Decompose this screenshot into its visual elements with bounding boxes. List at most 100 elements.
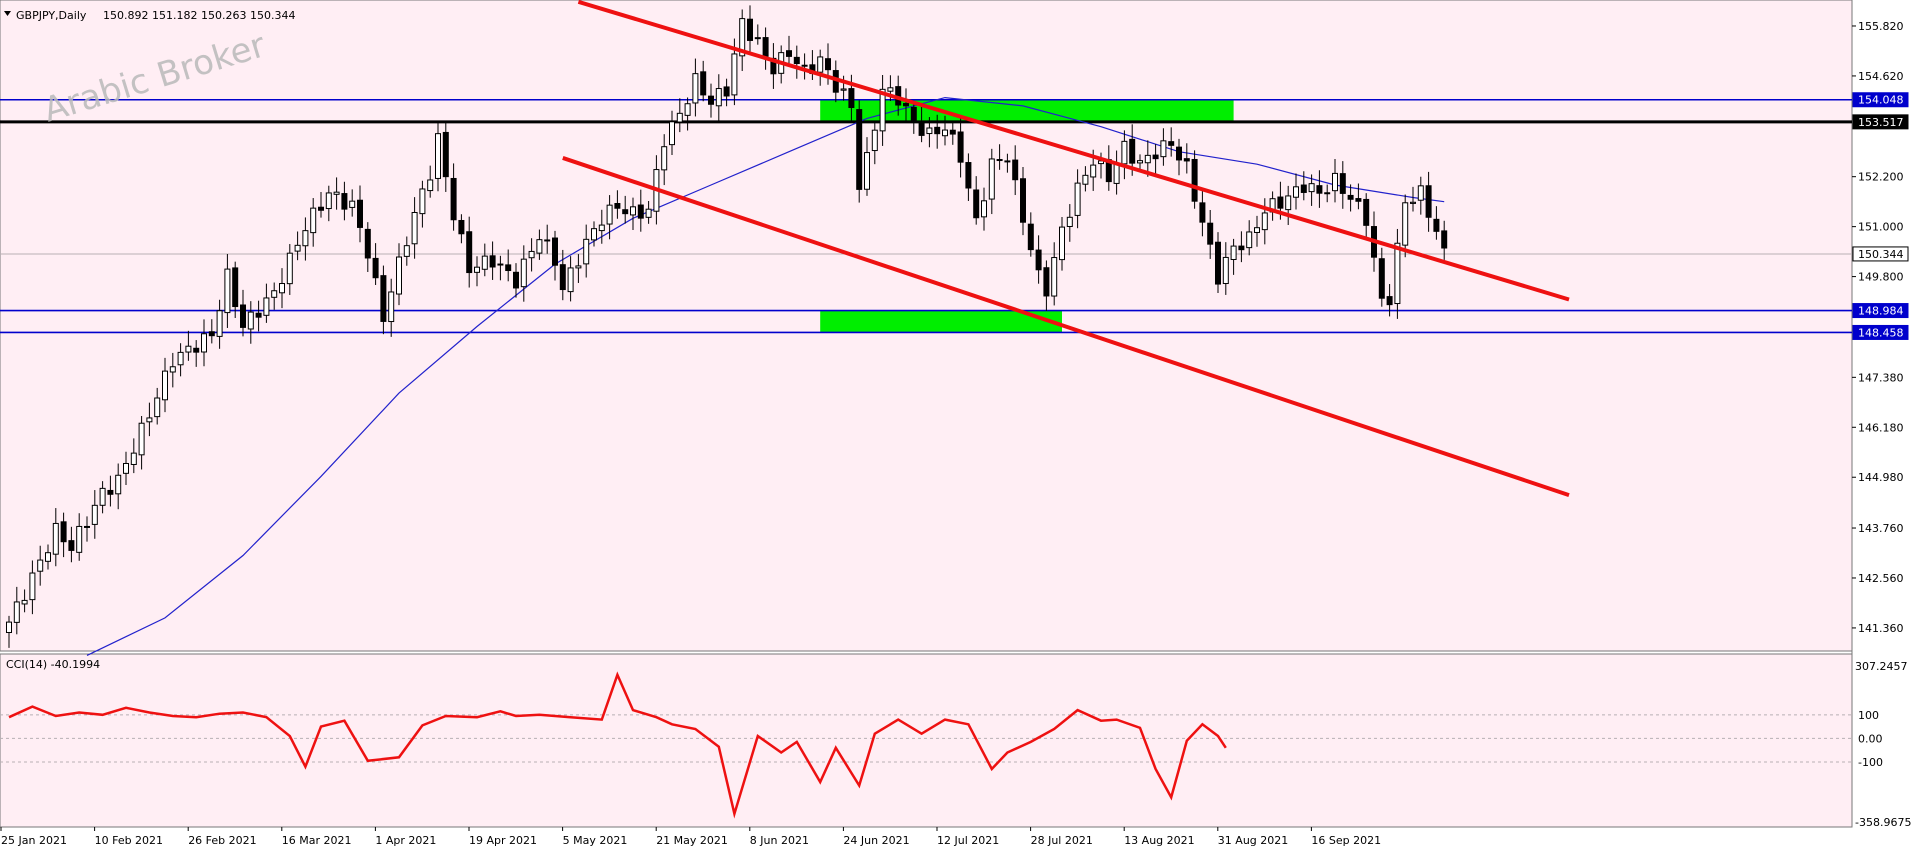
bearish-candle	[786, 50, 792, 57]
cci-level-label: 0.00	[1858, 732, 1883, 745]
bullish-candle	[1137, 160, 1143, 164]
bullish-candle	[185, 345, 192, 353]
bearish-candle	[1277, 196, 1284, 209]
bullish-candle	[1332, 172, 1338, 192]
bullish-candle	[84, 525, 90, 528]
bullish-candle	[279, 283, 285, 294]
bullish-candle	[575, 265, 582, 269]
bearish-candle	[372, 257, 379, 279]
bearish-candle	[513, 271, 519, 289]
bullish-candle	[1308, 183, 1315, 193]
bullish-candle	[403, 245, 410, 257]
bearish-candle	[1191, 158, 1198, 202]
bullish-candle	[419, 188, 426, 215]
bullish-candle	[1293, 186, 1299, 198]
bearish-candle	[380, 275, 387, 322]
bullish-candle	[497, 263, 504, 266]
bearish-candle	[1207, 222, 1214, 245]
bullish-candle	[99, 487, 106, 506]
bullish-candle	[1417, 185, 1424, 201]
bearish-candle	[357, 199, 363, 228]
bearish-candle	[559, 264, 566, 291]
bullish-candle	[887, 87, 894, 92]
bullish-candle	[715, 88, 722, 107]
bearish-candle	[825, 58, 831, 71]
bearish-candle	[723, 86, 730, 97]
bullish-candle	[481, 255, 488, 270]
collapse-triangle-icon[interactable]	[4, 11, 11, 16]
x-tick-label: 24 Jun 2021	[843, 834, 909, 847]
bearish-candle	[68, 540, 75, 551]
price-axis-panel	[1852, 0, 1917, 827]
bearish-candle	[708, 95, 714, 105]
bullish-candle	[216, 310, 223, 337]
bearish-candle	[1316, 185, 1323, 194]
bearish-candle	[903, 102, 909, 107]
bearish-candle	[856, 109, 863, 190]
cci-line	[8, 671, 1227, 819]
bullish-candle	[1324, 192, 1331, 195]
bearish-candle	[1012, 159, 1019, 181]
bullish-candle	[520, 258, 527, 288]
x-tick-label: 5 May 2021	[563, 834, 628, 847]
channel-upper-line[interactable]	[577, 0, 1570, 302]
x-tick-label: 13 Aug 2021	[1124, 834, 1194, 847]
channel-lower-line[interactable]	[562, 156, 1570, 498]
bullish-candle	[349, 200, 356, 208]
bullish-candle	[1222, 256, 1229, 285]
bullish-candle	[1066, 216, 1073, 227]
bullish-candle	[169, 366, 176, 373]
bearish-candle	[614, 203, 621, 209]
price-label-box	[1852, 114, 1909, 130]
cci-level-label: -100	[1858, 756, 1883, 769]
bullish-candle	[435, 133, 441, 179]
bearish-candle	[1199, 202, 1206, 223]
bearish-candle	[232, 267, 239, 308]
bearish-candle	[1035, 249, 1042, 271]
cci-label: CCI(14) -40.1994	[6, 658, 100, 671]
bullish-candle	[1160, 140, 1167, 158]
bearish-candle	[1027, 223, 1034, 251]
y-tick-label: 155.820	[1858, 20, 1904, 33]
bearish-candle	[801, 64, 808, 67]
bearish-candle	[1176, 146, 1182, 161]
y-tick-label: 154.620	[1858, 70, 1904, 83]
bearish-candle	[1043, 267, 1050, 297]
y-tick-label: 144.980	[1858, 471, 1904, 484]
bullish-candle	[427, 179, 434, 192]
bearish-candle	[965, 162, 972, 189]
bearish-candle	[1339, 173, 1346, 194]
bullish-candle	[1261, 212, 1268, 231]
price-label: 150.344	[1858, 248, 1904, 261]
bearish-candle	[1183, 158, 1190, 162]
y-tick-label: 151.000	[1858, 221, 1904, 234]
bearish-candle	[1238, 245, 1245, 251]
x-tick-label: 1 Apr 2021	[375, 834, 436, 847]
y-tick-label: 142.560	[1858, 572, 1904, 585]
bearish-candle	[1363, 198, 1370, 226]
bearish-candle	[442, 131, 449, 178]
bullish-candle	[146, 417, 153, 423]
bullish-candle	[201, 333, 207, 353]
support-resistance-zone	[820, 310, 1062, 333]
bullish-candle	[411, 212, 418, 245]
bullish-candle	[1394, 242, 1401, 305]
bullish-candle	[567, 267, 574, 293]
bullish-candle	[29, 572, 36, 601]
y-tick-label: 141.360	[1858, 622, 1904, 635]
bullish-candle	[6, 621, 12, 634]
bearish-candle	[973, 189, 980, 219]
x-tick-label: 8 Jun 2021	[750, 834, 809, 847]
bullish-candle	[692, 73, 699, 104]
bullish-candle	[123, 462, 129, 474]
cci-level-label: 100	[1858, 709, 1879, 722]
x-tick-label: 19 Apr 2021	[469, 834, 537, 847]
bearish-candle	[637, 204, 644, 219]
bearish-candle	[1300, 184, 1307, 193]
bullish-candle	[981, 200, 987, 218]
bullish-candle	[154, 397, 161, 418]
x-tick-label: 26 Feb 2021	[188, 834, 256, 847]
x-tick-label: 28 Jul 2021	[1031, 834, 1093, 847]
price-label-box	[1852, 246, 1909, 262]
